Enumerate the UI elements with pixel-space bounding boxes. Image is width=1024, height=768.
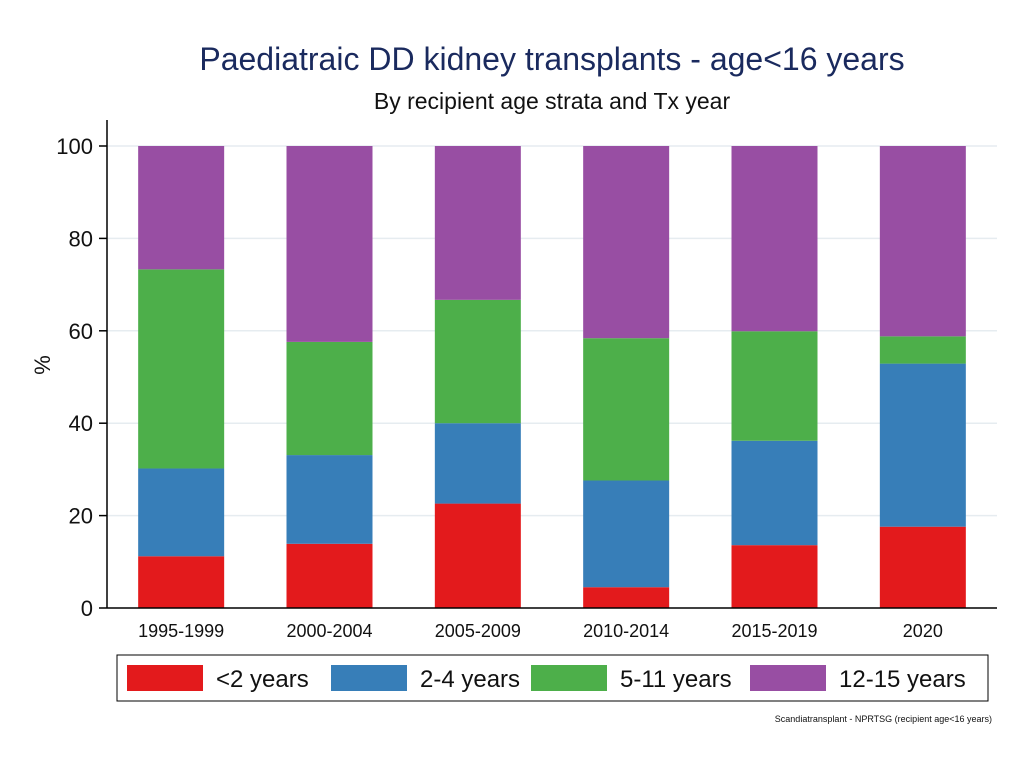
bar-segment: [583, 146, 670, 339]
bar-segment: [434, 503, 521, 608]
bar-segment: [434, 146, 521, 300]
x-tick-label: 1995-1999: [138, 621, 224, 641]
chart-title: Paediatraic DD kidney transplants - age<…: [199, 41, 904, 77]
x-ticks: 1995-1999 2000-2004 2005-2009 2010-2014 2015…: [138, 621, 943, 641]
y-tick-label: 80: [69, 226, 93, 251]
legend-swatch: [750, 665, 826, 691]
y-ticks: 0 20 40 60 80 100: [56, 134, 107, 621]
chart-subtitle: By recipient age strata and Tx year: [374, 88, 731, 114]
bar-segment: [286, 543, 373, 608]
bar-segment: [731, 440, 818, 546]
x-tick-label: 2010-2014: [583, 621, 669, 641]
legend-label: 2-4 years: [420, 666, 520, 693]
bar-segment: [138, 468, 225, 557]
bar-segment: [879, 526, 966, 608]
bar-segment: [583, 480, 670, 588]
legend-swatch: [331, 665, 407, 691]
x-tick-label: 2020: [903, 621, 943, 641]
bar-segment: [138, 146, 225, 270]
bar-segment: [286, 146, 373, 342]
legend-swatch: [531, 665, 607, 691]
source-note: Scandiatransplant - NPRTSG (recipient ag…: [775, 714, 992, 724]
y-axis-label: %: [30, 355, 55, 375]
gridlines: [107, 145, 997, 517]
bar-segment: [286, 341, 373, 456]
x-tick-label: 2015-2019: [731, 621, 817, 641]
y-tick-label: 20: [69, 504, 93, 529]
legend-label: 12-15 years: [839, 666, 966, 693]
bar-segment: [434, 423, 521, 504]
legend: <2 years 2-4 years 5-11 years 12-15 years: [116, 654, 989, 702]
bar-segment: [286, 455, 373, 544]
y-tick-label: 0: [81, 596, 93, 621]
x-tick-label: 2005-2009: [435, 621, 521, 641]
legend-swatch: [127, 665, 203, 691]
bar-segment: [138, 556, 225, 608]
x-tick-label: 2000-2004: [286, 621, 372, 641]
bar-segment: [434, 299, 521, 424]
bar-segment: [583, 338, 670, 481]
y-tick-label: 60: [69, 319, 93, 344]
legend-label: 5-11 years: [620, 666, 732, 693]
bars: [138, 146, 966, 608]
y-tick-label: 100: [56, 134, 93, 159]
bar-segment: [879, 146, 966, 337]
y-tick-label: 40: [69, 411, 93, 436]
legend-label: <2 years: [216, 666, 309, 693]
bar-segment: [731, 545, 818, 608]
bar-segment: [138, 269, 225, 469]
bar-segment: [731, 146, 818, 332]
bar-segment: [879, 336, 966, 364]
bar-segment: [583, 587, 670, 608]
axes: [106, 120, 997, 609]
bar-segment: [879, 363, 966, 527]
bar-segment: [731, 331, 818, 441]
